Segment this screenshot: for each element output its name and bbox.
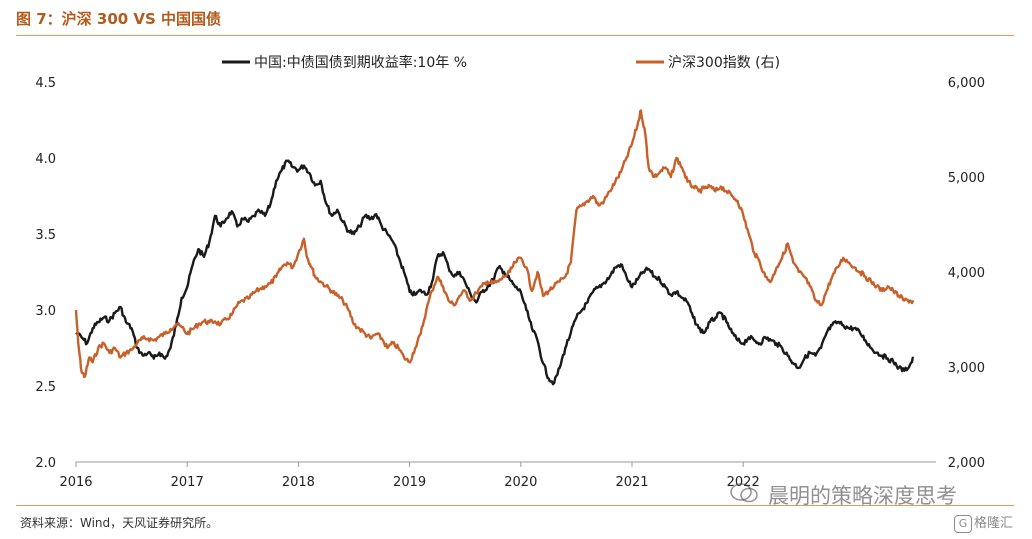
y-right-tick-label: 6,000: [948, 76, 985, 91]
y-left-tick-label: 4.5: [35, 76, 56, 91]
legend-label-index: 沪深300指数 (右): [668, 55, 780, 71]
y-left-tick-label: 4.0: [35, 152, 56, 167]
series-bond-yield: [75, 159, 915, 386]
y-left-tick-label: 3.0: [35, 304, 56, 319]
chart-legend: 中国:中债国债到期收益率:10年 % 沪深300指数 (右): [222, 54, 780, 71]
y-left-tick-label: 3.5: [35, 228, 56, 243]
bottom-rule: [16, 505, 1014, 506]
logo-text: 格隆汇: [974, 516, 1014, 531]
x-tick-label: 2016: [59, 475, 92, 490]
y-right-tick-label: 2,000: [948, 456, 985, 471]
logo-mark: G 格隆汇: [954, 512, 1013, 533]
y-right-tick-label: 5,000: [948, 171, 985, 186]
y-right-tick-label: 4,000: [948, 266, 985, 281]
figure-title: 图 7：沪深 300 VS 中国国债: [16, 10, 222, 28]
y-left-tick-label: 2.5: [35, 380, 56, 395]
source-note: 资料来源：Wind，天风证券研究所。: [20, 516, 219, 530]
series-line: [74, 109, 915, 379]
x-tick-label: 2019: [393, 475, 426, 490]
top-rule: [16, 35, 1014, 36]
g-icon: G: [954, 515, 972, 533]
watermark-text: 晨明的策略深度思考: [768, 484, 957, 508]
series-hs300: [74, 109, 915, 379]
x-tick-label: 2017: [171, 475, 204, 490]
chart-axes: 2016 2017 2018 2019 2020 2021 20222.02.53.03.5…: [35, 76, 985, 490]
series-line: [75, 159, 915, 386]
x-tick-label: 2020: [504, 475, 537, 490]
y-right-tick-label: 3,000: [948, 361, 985, 376]
x-tick-label: 2018: [282, 475, 315, 490]
x-tick-label: 2021: [615, 475, 648, 490]
legend-label-bond: 中国:中债国债到期收益率:10年 %: [254, 54, 467, 71]
y-left-tick-label: 2.0: [35, 456, 56, 471]
wechat-icon: [730, 482, 758, 504]
